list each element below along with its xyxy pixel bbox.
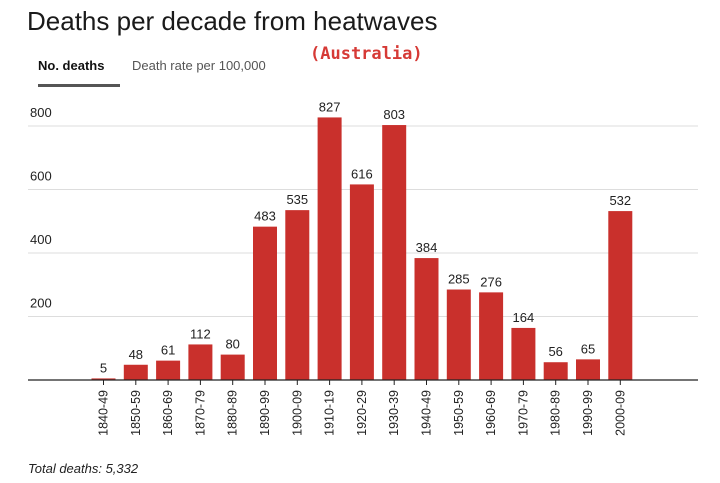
x-tick-label: 1870-79 (193, 390, 207, 436)
data-label: 164 (513, 310, 535, 325)
data-label: 384 (416, 240, 438, 255)
total-deaths-note: Total deaths: 5,332 (28, 461, 139, 476)
y-tick-label: 800 (30, 105, 52, 120)
tab-no-deaths-label: No. deaths (38, 58, 105, 73)
data-label: 61 (161, 343, 175, 358)
chart-title: Deaths per decade from heatwaves (27, 6, 438, 36)
data-label: 48 (129, 347, 143, 362)
data-label: 285 (448, 272, 470, 287)
data-label: 535 (286, 192, 308, 207)
bar (446, 289, 471, 380)
bar (91, 378, 116, 380)
bar (511, 327, 536, 380)
tab-no-deaths[interactable]: No. deaths (38, 58, 120, 87)
x-tick-label: 1980-89 (549, 390, 563, 436)
tab-death-rate-label: Death rate per 100,000 (132, 58, 266, 73)
bar-chart: 200 400 600 800 5 48 61 112 80 483 535 827 616 803 384… (28, 99, 698, 436)
bar (349, 184, 374, 380)
data-label: 56 (548, 344, 562, 359)
x-tick-label: 1970-79 (516, 390, 530, 436)
x-tick-label: 2000-09 (613, 390, 627, 436)
bar (479, 292, 504, 380)
bar (543, 362, 568, 380)
x-tick-label: 1910-19 (323, 390, 337, 436)
bar (253, 226, 277, 380)
y-tick-label: 600 (30, 169, 52, 184)
bar (608, 211, 633, 380)
x-tick-label: 1900-09 (290, 390, 304, 436)
data-label: 112 (190, 326, 211, 341)
x-tick-label: 1940-49 (420, 390, 434, 436)
bar (188, 344, 213, 380)
data-label: 5 (100, 360, 107, 375)
y-tick-label: 400 (30, 232, 52, 247)
data-label: 827 (319, 99, 341, 114)
bar (220, 354, 245, 380)
x-tick-label: 1850-59 (129, 390, 143, 436)
x-tick-label: 1860-69 (161, 390, 175, 436)
x-tick-label: 1960-69 (484, 390, 498, 436)
data-label: 803 (383, 107, 405, 122)
x-tick-label: 1840-49 (97, 390, 111, 436)
bar (285, 210, 310, 380)
x-tick-label: 1950-59 (452, 390, 466, 436)
tab-death-rate[interactable]: Death rate per 100,000 (132, 58, 266, 84)
y-tick-label: 200 (30, 296, 52, 311)
x-tick-label: 1920-29 (355, 390, 369, 436)
chart-subtitle: (Australia) (310, 44, 423, 64)
x-tick-label: 1890-99 (258, 390, 272, 436)
data-label: 80 (225, 337, 239, 352)
bar (382, 125, 407, 380)
x-tick-label: 1990-99 (581, 390, 595, 436)
bar (123, 364, 148, 380)
bar (414, 258, 439, 380)
data-label: 65 (581, 341, 595, 356)
bar (576, 359, 600, 380)
x-tick-label: 1930-39 (387, 390, 401, 436)
data-label: 483 (254, 209, 276, 224)
data-label: 276 (480, 274, 502, 289)
chart-area: 200 400 600 800 5 48 61 112 80 483 535 827 616 803 384… (0, 90, 720, 450)
data-label: 532 (609, 193, 631, 208)
bar (317, 117, 342, 381)
x-tick-label: 1880-89 (226, 390, 240, 436)
bar (156, 360, 181, 380)
data-label: 616 (351, 166, 373, 181)
